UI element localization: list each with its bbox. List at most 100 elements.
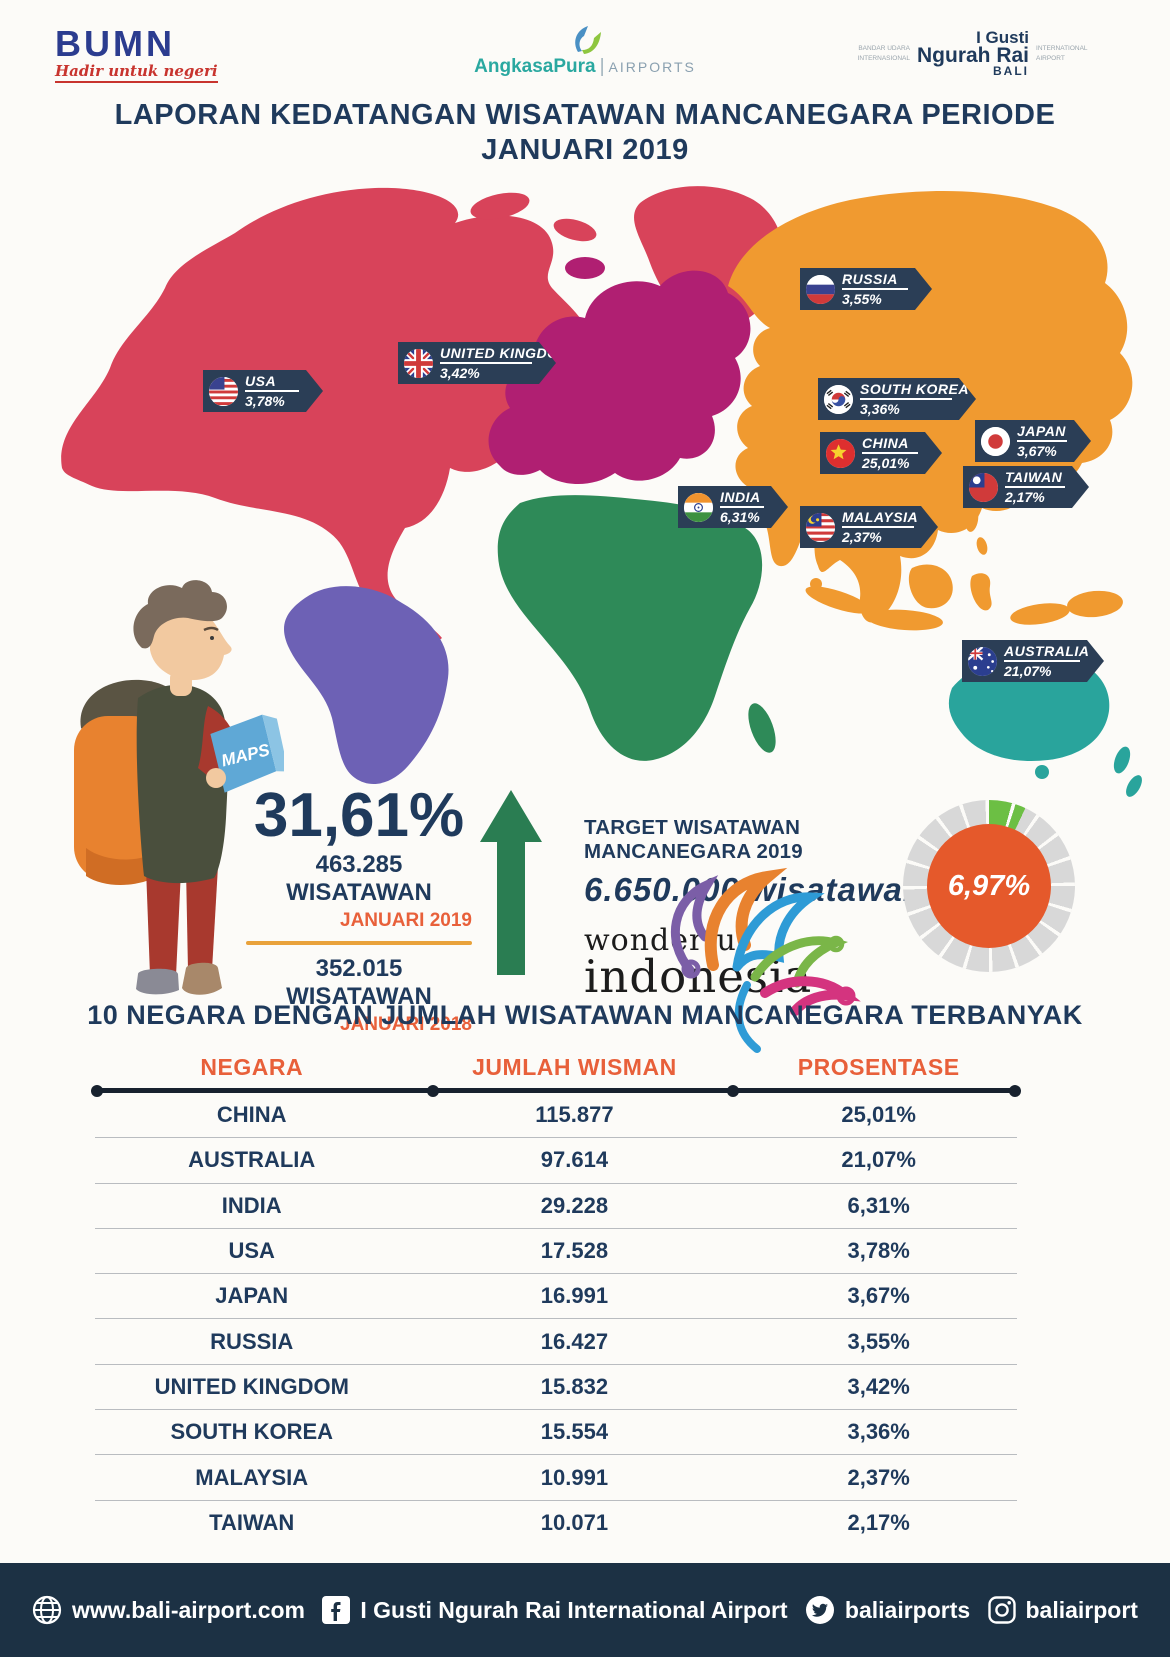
footer-twitter: baliairports (805, 1595, 970, 1625)
growth-previous-value: 352.015 WISATAWAN (286, 955, 432, 1010)
table-section-title: 10 NEGARA DENGAN JUMLAH WISATAWAN MANCAN… (87, 1000, 1083, 1030)
growth-current-value: 463.285 WISATAWAN (286, 851, 432, 906)
ngurah-rai-left-caption: BANDAR UDARA INTERNASIONAL (857, 44, 910, 62)
map-label-south-korea: SOUTH KOREA 3,36% (818, 378, 976, 420)
map-label-india: INDIA 6,31% (678, 486, 788, 528)
country-name: CHINA (862, 435, 918, 454)
country-name: UNITED KINGDOM (440, 345, 532, 364)
cell-jumlah: 29.228 (540, 1192, 609, 1218)
uk-flag-icon (404, 349, 433, 378)
ngurah-rai-line2: Ngurah Rai (917, 44, 1030, 68)
cell-negara: INDIA (221, 1192, 282, 1218)
country-percentage: 6,31% (720, 509, 760, 525)
cell-jumlah: 16.427 (540, 1328, 609, 1354)
table-row: MALAYSIA 10.991 2,37% (95, 1455, 1017, 1501)
cell-prosentase: 3,78% (847, 1238, 910, 1264)
map-europe (488, 270, 751, 485)
wonderful-indonesia-bird-icon (670, 867, 861, 1053)
ngurah-rai-line3: BALI (993, 64, 1030, 79)
footer-facebook: I Gusti Ngurah Rai International Airport (322, 1596, 788, 1624)
country-name: JAPAN (1017, 423, 1067, 442)
target-progress-donut-chart: 6,97% (903, 800, 1075, 972)
cell-prosentase: 6,31% (847, 1192, 910, 1218)
country-name: RUSSIA (842, 271, 908, 290)
page-title-line1: LAPORAN KEDATANGAN WISATAWAN MANCANEGARA… (114, 99, 1056, 131)
rule-dot (426, 1084, 439, 1097)
growth-up-arrow-icon (480, 790, 542, 975)
cell-prosentase: 21,07% (841, 1147, 916, 1173)
globe-icon (32, 1595, 62, 1625)
cell-negara: JAPAN (215, 1283, 289, 1309)
table-row: TAIWAN 10.071 2,17% (95, 1501, 1017, 1546)
map-label-japan: JAPAN 3,67% (975, 420, 1091, 462)
bumn-logo-text: BUMN (55, 23, 175, 64)
table-header-rule (91, 1084, 1021, 1097)
cell-prosentase: 2,37% (847, 1464, 910, 1490)
table-row: UNITED KINGDOM 15.832 3,42% (95, 1365, 1017, 1411)
cell-prosentase: 3,55% (847, 1328, 910, 1354)
facebook-icon (322, 1596, 351, 1624)
rule-dot (726, 1084, 739, 1097)
top-countries-table: NEGARA JUMLAH WISMAN PROSENTASE CHINA 115… (91, 1046, 1021, 1546)
footer-website: www.bali-airport.com (32, 1595, 305, 1625)
country-percentage: 2,17% (1005, 489, 1045, 505)
table-header-row: NEGARA JUMLAH WISMAN PROSENTASE (95, 1046, 1017, 1088)
table-row: INDIA 29.228 6,31% (95, 1184, 1017, 1229)
instagram-icon (987, 1596, 1016, 1624)
country-name: AUSTRALIA (1004, 643, 1080, 662)
map-label-usa: USA 3,78% (203, 370, 323, 412)
ngurah-rai-logo: BANDAR UDARA INTERNASIONAL I Gusti Ngura… (848, 28, 1092, 79)
country-percentage: 3,78% (245, 393, 285, 409)
table-row: AUSTRALIA 97.614 21,07% (95, 1138, 1017, 1184)
target-label: TARGET WISATAWAN MANCANEGARA 2019 (584, 816, 803, 863)
country-percentage: 2,37% (842, 529, 882, 545)
map-north-america (61, 187, 590, 646)
map-south-america (284, 586, 449, 785)
cell-negara: UNITED KINGDOM (154, 1373, 349, 1399)
australia-flag-icon (968, 647, 997, 676)
cell-negara: CHINA (216, 1102, 287, 1128)
growth-current-period: JANUARI 2019 (340, 910, 472, 931)
rule-dot (1009, 1084, 1021, 1097)
map-label-taiwan: TAIWAN 2,17% (963, 466, 1089, 508)
cell-negara: TAIWAN (209, 1510, 295, 1536)
growth-previous-period: JANUARI 2018 (340, 1014, 472, 1035)
cell-jumlah: 10.071 (540, 1510, 609, 1536)
cell-prosentase: 3,67% (847, 1283, 910, 1309)
footer-instagram: baliairport (987, 1596, 1138, 1624)
cell-negara: USA (228, 1238, 275, 1264)
cell-prosentase: 3,42% (847, 1373, 910, 1399)
china-flag-icon (826, 439, 855, 468)
twitter-icon (805, 1595, 835, 1625)
ngurah-rai-line1: I Gusti (976, 28, 1030, 47)
traveler-illustration: MAPS (74, 580, 284, 995)
cell-jumlah: 15.832 (540, 1373, 609, 1399)
page-title: LAPORAN KEDATANGAN WISATAWAN MANCANEGARA… (0, 98, 1170, 168)
wonderful-indonesia-line1: wonderful (584, 923, 748, 958)
target-progress-value: 6,97% (927, 824, 1051, 948)
country-percentage: 3,36% (860, 401, 900, 417)
country-percentage: 3,67% (1017, 443, 1057, 459)
footer-facebook-text: I Gusti Ngurah Rai International Airport (360, 1596, 788, 1623)
angkasa-pura-swoosh-icon (575, 26, 601, 54)
malaysia-flag-icon (806, 513, 835, 542)
footer-twitter-text: baliairports (844, 1596, 971, 1623)
map-label-russia: RUSSIA 3,55% (800, 268, 932, 310)
country-name: MALAYSIA (842, 509, 914, 528)
table-row: CHINA 115.877 25,01% (95, 1093, 1017, 1139)
country-percentage: 25,01% (862, 455, 910, 471)
rule-dot (91, 1084, 103, 1097)
country-percentage: 21,07% (1004, 663, 1052, 679)
cell-jumlah: 115.877 (535, 1102, 614, 1128)
map-label-malaysia: MALAYSIA 2,37% (800, 506, 938, 548)
country-name: TAIWAN (1005, 469, 1065, 488)
country-percentage: 3,42% (440, 365, 480, 381)
col-header-prosentase: PROSENTASE (797, 1053, 960, 1080)
cell-jumlah: 10.991 (540, 1464, 609, 1490)
country-name: SOUTH KOREA (860, 381, 952, 400)
country-name: INDIA (720, 489, 764, 508)
cell-negara: RUSSIA (210, 1328, 294, 1354)
map-label-australia: AUSTRALIA 21,07% (962, 640, 1104, 682)
table-row: RUSSIA 16.427 3,55% (95, 1319, 1017, 1365)
